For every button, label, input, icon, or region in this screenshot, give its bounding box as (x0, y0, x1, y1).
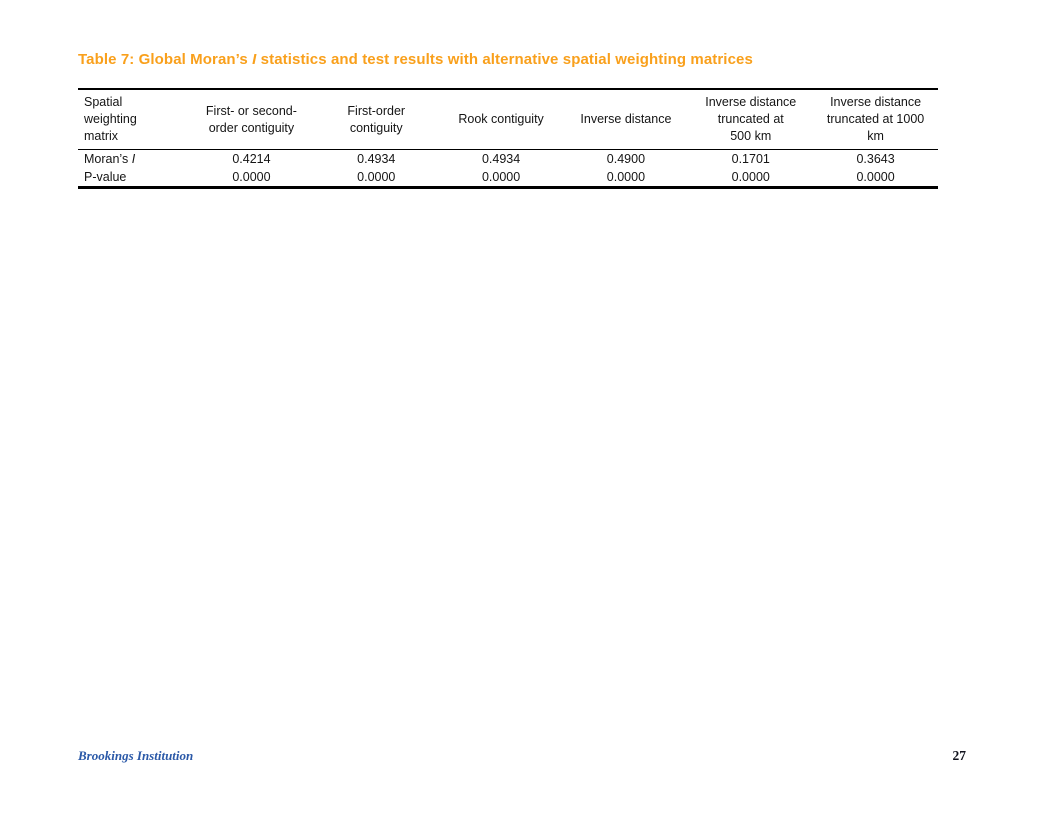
cell-p-value: 0.0000 (481, 170, 521, 184)
cell-morans-i-value: 0.3643 (856, 152, 895, 166)
cell-p-value: 0.0000 (232, 170, 271, 184)
cell-morans-i-value: 0.1701 (731, 152, 770, 166)
header-inverse-distance: Inverse distance (563, 89, 689, 150)
cell-p-value: 0.0000 (731, 170, 770, 184)
cell-morans-i-value: 0.4934 (481, 152, 521, 166)
header-first-or-second-order-contiguity: First- or second- order contiguity (189, 89, 314, 150)
page-number: 27 (952, 748, 967, 763)
footer-organization: Brookings Institution (78, 748, 194, 763)
header-spatial-weighting-matrix: Spatial weighting matrix (78, 89, 190, 150)
table-row-morans-i: Moran’s I 0.4214 0.4934 0.4934 0.4900 0.… (78, 150, 938, 169)
header-inverse-distance-500km: Inverse distance truncated at 500 km (688, 89, 814, 150)
row-label-text: Moran’s (84, 152, 132, 166)
cell-morans-i-value: 0.4214 (232, 152, 271, 166)
row-label-text: P-value (84, 170, 127, 184)
row-label-morans-i: Moran’s I (78, 150, 189, 169)
table-row-p-value: P-value 0.0000 0.0000 0.0000 0.0000 0.00… (78, 168, 938, 188)
cell-morans-i-value: 0.4900 (606, 152, 646, 166)
morans-i-statistics-table: Spatial weighting matrix First- or secon… (78, 88, 938, 189)
table-title-italic-i: I (252, 51, 257, 68)
table-header-row: Spatial weighting matrix First- or secon… (78, 89, 938, 150)
table-title-suffix: statistics and test results with alterna… (256, 51, 753, 68)
header-inverse-distance-1000km: Inverse distance truncated at 1000 km (813, 89, 938, 150)
header-first-order-contiguity: First-order contiguity (313, 89, 439, 150)
cell-morans-i-value: 0.4934 (357, 152, 396, 166)
cell-p-value: 0.0000 (856, 170, 895, 184)
page-footer: Brookings Institution 27 (78, 748, 966, 764)
cell-p-value: 0.0000 (606, 170, 646, 184)
header-rook-contiguity: Rook contiguity (438, 89, 564, 150)
table-title-prefix: Table 7: Global Moran’s (78, 51, 253, 68)
row-label-italic-i: I (131, 152, 136, 166)
cell-p-value: 0.0000 (357, 170, 396, 184)
row-label-p-value: P-value (78, 168, 189, 188)
table-title: Table 7: Global Moran’s I statistics and… (78, 51, 753, 68)
